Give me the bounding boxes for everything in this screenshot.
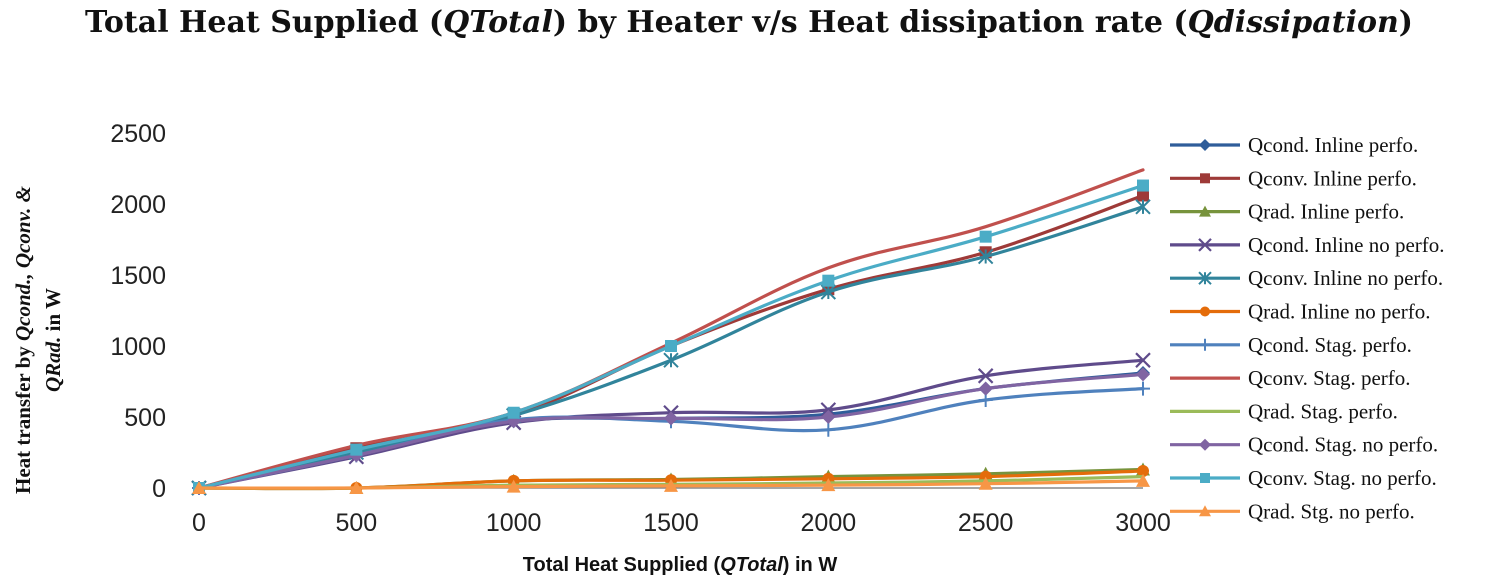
- x-tick-label: 500: [335, 509, 377, 537]
- y-tick-label: 1000: [110, 333, 166, 361]
- legend-swatch-marker: [1200, 173, 1210, 184]
- y-tick-label: 1500: [110, 262, 166, 290]
- series-10: [193, 179, 1149, 494]
- series-line: [197, 372, 1145, 490]
- legend: Qcond. Inline perfo. Qconv. Inline perfo.…: [1170, 133, 1445, 523]
- data-point: [1137, 464, 1149, 477]
- data-point: [820, 402, 837, 418]
- data-point: [822, 274, 835, 287]
- data-point: [1135, 199, 1151, 215]
- data-point: [978, 381, 993, 396]
- legend-label: Qconv. Inline perfo.: [1248, 166, 1417, 190]
- data-point: [1136, 473, 1150, 487]
- legend-swatch-marker: [1199, 205, 1211, 217]
- legend-item: Qconv. Stag. perfo.: [1170, 366, 1411, 390]
- legend-label: Qcond. Inline perfo.: [1248, 133, 1418, 157]
- legend-label: Qcond. Stag. perfo.: [1248, 333, 1412, 357]
- legend-label: Qconv. Inline no perfo.: [1248, 266, 1443, 290]
- data-point: [821, 478, 836, 492]
- data-point: [663, 352, 679, 368]
- data-point: [1136, 381, 1150, 396]
- legend-swatch-marker: [1200, 306, 1210, 317]
- series-7: [197, 168, 1145, 490]
- x-tick-label: 0: [192, 509, 206, 537]
- legend-label: Qrad. Stag. perfo.: [1248, 399, 1398, 423]
- y-axis-label: Heat transfer by Qcond., Qconv. &: [11, 185, 35, 494]
- data-point: [979, 230, 992, 243]
- data-point: [978, 476, 993, 490]
- data-point: [507, 406, 520, 419]
- legend-label: Qconv. Stag. perfo.: [1248, 366, 1411, 390]
- legend-item: Qconv. Inline no perfo.: [1170, 266, 1443, 290]
- x-tick-labels: 0 500 1000 1500 2000 2500 3000: [192, 509, 1171, 537]
- series-line: [197, 168, 1145, 490]
- data-point: [1136, 367, 1150, 382]
- series-line: [197, 371, 1145, 490]
- legend-item: Qrad. Inline no perfo.: [1170, 300, 1431, 324]
- data-point: [192, 481, 206, 494]
- x-tick-label: 1000: [486, 509, 542, 537]
- data-point: [664, 411, 678, 426]
- data-point: [820, 284, 837, 300]
- legend-swatch-marker: [1198, 271, 1212, 285]
- data-point: [1137, 179, 1149, 192]
- y-tick-labels: 0 500 1000 1500 2000 2500: [110, 120, 166, 503]
- legend-label: Qrad. Inline no perfo.: [1248, 300, 1431, 324]
- y-tick-label: 0: [152, 475, 166, 503]
- y-tick-label: 500: [124, 404, 166, 432]
- y-tick-label: 2000: [110, 191, 166, 219]
- legend-label: Qrad. Stg. no perfo.: [1248, 499, 1415, 523]
- x-axis-label: Total Heat Supplied (QTotal) in W: [523, 554, 838, 576]
- legend-item: Qrad. Stg. no perfo.: [1170, 499, 1415, 523]
- legend-item: Qrad. Inline perfo.: [1170, 200, 1404, 224]
- x-tick-label: 3000: [1115, 509, 1171, 537]
- data-point: [821, 422, 836, 437]
- data-point: [1135, 352, 1151, 368]
- legend-label: Qcond. Inline no perfo.: [1248, 233, 1445, 257]
- chart-title: Total Heat Supplied (QTotal) by Heater v…: [85, 5, 1413, 40]
- data-point: [821, 410, 836, 424]
- legend-swatch-marker: [1200, 473, 1210, 483]
- legend-swatch-marker: [1199, 139, 1211, 151]
- legend-item: Qconv. Stag. no perfo.: [1170, 466, 1437, 490]
- x-tick-label: 2500: [958, 509, 1014, 537]
- data-point: [350, 443, 363, 456]
- data-point: [665, 340, 677, 352]
- series-line: [197, 183, 1145, 490]
- legend-swatch-marker: [1199, 505, 1211, 517]
- legend-label: Qcond. Stag. no perfo.: [1248, 433, 1438, 457]
- legend-swatch-marker: [1199, 338, 1211, 351]
- series-11: [192, 473, 1150, 494]
- data-point: [1137, 189, 1149, 202]
- legend-swatch-marker: [1199, 438, 1211, 451]
- series-layer: [191, 168, 1151, 496]
- data-point: [506, 479, 521, 493]
- legend-item: Qcond. Stag. no perfo.: [1170, 433, 1438, 457]
- data-point: [664, 478, 678, 492]
- legend-swatch-marker: [1198, 238, 1212, 252]
- legend-label: Qrad. Inline perfo.: [1248, 200, 1404, 224]
- legend-label: Qconv. Stag. no perfo.: [1248, 466, 1437, 490]
- x-tick-label: 2000: [801, 509, 857, 537]
- legend-item: Qcond. Inline no perfo.: [1170, 233, 1445, 257]
- data-point: [977, 368, 994, 384]
- data-point: [977, 248, 994, 265]
- legend-item: Qcond. Stag. perfo.: [1170, 333, 1412, 357]
- legend-item: Qrad. Stag. perfo.: [1170, 399, 1398, 423]
- y-tick-label: 2500: [110, 120, 166, 148]
- legend-item: Qconv. Inline perfo.: [1170, 166, 1417, 190]
- x-tick-label: 1500: [643, 509, 699, 537]
- data-point: [349, 481, 364, 494]
- y-axis-label-line2: QRad. in W: [41, 288, 65, 392]
- legend-item: Qcond. Inline perfo.: [1170, 133, 1418, 157]
